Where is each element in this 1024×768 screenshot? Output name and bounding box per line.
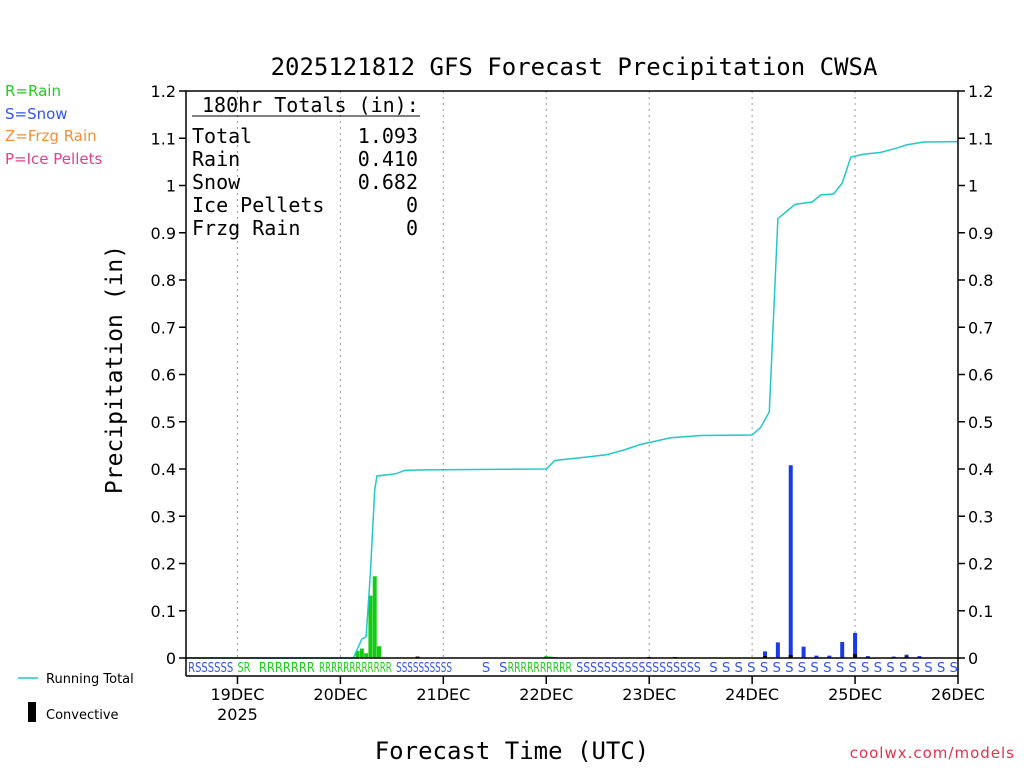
y-tick-label: 1.1 — [151, 129, 176, 148]
precip-type-code: SSSSSSSSSS — [396, 661, 452, 676]
x-tick-sublabel: 2025 — [217, 705, 258, 724]
y-tick-label-right: 0.5 — [968, 413, 993, 432]
rain-bar — [377, 646, 381, 658]
precip-type-code: SR — [237, 661, 250, 676]
y-tick-label-right: 1 — [968, 177, 978, 196]
totals-row-value: 1.093 — [358, 124, 418, 148]
precip-type-code: RSSSSSS — [188, 661, 233, 676]
totals-row-label: Snow — [192, 170, 241, 194]
totals-heading: 180hr Totals (in): — [202, 93, 419, 117]
y-tick-label-right: 0.4 — [968, 460, 993, 479]
convective-bar — [788, 655, 793, 658]
snow-bar — [814, 655, 819, 658]
totals-row-label: Total — [192, 124, 252, 148]
legend-label: Running Total — [46, 672, 134, 687]
precip-type-legend-item: P=Ice Pellets — [5, 149, 103, 168]
precip-type-code: RRRRRRR — [259, 661, 315, 676]
y-tick-label: 0.6 — [151, 366, 176, 385]
totals-row-label: Ice Pellets — [192, 193, 324, 217]
x-tick-label: 25DEC — [828, 685, 882, 704]
y-tick-label: 0.5 — [151, 413, 176, 432]
running-total-line — [186, 140, 959, 659]
snow-bar — [801, 646, 806, 658]
x-tick-label: 26DEC — [931, 685, 985, 704]
x-tick-label: 20DEC — [313, 685, 367, 704]
y-tick-label: 1 — [166, 177, 176, 196]
precip-type-code: SSSSSSSSSSSSSSSSSS — [576, 661, 700, 676]
y-tick-label-right: 0.8 — [968, 271, 993, 290]
totals-row-value: 0 — [406, 216, 418, 240]
y-tick-label: 0.7 — [151, 318, 176, 337]
snow-bar — [904, 654, 909, 658]
precip-type-code: S — [499, 661, 507, 676]
rain-bar — [544, 656, 549, 658]
snow-bar — [853, 632, 858, 658]
y-tick-label-right: 0.2 — [968, 555, 993, 574]
y-tick-label: 1.2 — [151, 82, 176, 101]
y-tick-label: 0.4 — [151, 460, 176, 479]
y-tick-label: 0.8 — [151, 271, 176, 290]
convective-bar — [763, 656, 767, 658]
x-tick-label: 22DEC — [519, 685, 573, 704]
y-tick-label-right: 0.1 — [968, 602, 993, 621]
plot-frame — [185, 90, 959, 659]
snow-bar — [763, 651, 767, 658]
y-tick-label: 0 — [166, 649, 176, 668]
rain-bar — [355, 650, 360, 658]
totals-row-value: 0.682 — [358, 170, 418, 194]
y-tick-label: 0.9 — [151, 224, 176, 243]
snow-bar — [827, 655, 832, 658]
totals-row-label: Rain — [192, 147, 240, 171]
precip-type-code: RRRRRRRRRR — [508, 661, 572, 676]
totals-row-value: 0 — [406, 193, 418, 217]
convective-bar — [853, 654, 858, 658]
precip-type-legend-item: R=Rain — [5, 82, 61, 100]
x-tick-label: 19DEC — [210, 685, 264, 704]
precip-type-legend-item: S=Snow — [5, 104, 68, 123]
snow-bar — [917, 656, 922, 658]
y-tick-label: 0.3 — [151, 507, 176, 526]
precip-type-code: S S S S S S S S S S S S S S S S S S S S — [709, 661, 958, 676]
y-tick-label-right: 1.2 — [968, 82, 993, 101]
precip-type-legend-item: Z=Frzg Rain — [5, 127, 97, 145]
x-axis-label: Forecast Time (UTC) — [375, 737, 650, 765]
totals-row-label: Frzg Rain — [192, 216, 300, 240]
y-axis-label: Precipitation (in) — [102, 245, 128, 494]
y-tick-label: 0.1 — [151, 602, 176, 621]
credit-text: coolwx.com/models — [849, 744, 1015, 762]
rain-bar — [364, 653, 369, 658]
rain-bar — [372, 576, 377, 658]
snow-bar — [840, 641, 845, 658]
x-tick-label: 24DEC — [725, 685, 779, 704]
y-tick-label-right: 0 — [968, 649, 978, 668]
legend-label: Convective — [46, 708, 119, 723]
rain-bar — [368, 595, 373, 658]
precip-type-code: RRRRRRRRRRRR — [319, 661, 392, 676]
x-tick-label: 23DEC — [622, 685, 676, 704]
y-tick-label-right: 0.3 — [968, 507, 993, 526]
totals-row-value: 0.410 — [358, 147, 418, 171]
y-tick-label-right: 0.9 — [968, 224, 993, 243]
y-tick-label-right: 0.6 — [968, 366, 993, 385]
x-tick-label: 21DEC — [416, 685, 470, 704]
y-tick-label-right: 1.1 — [968, 129, 993, 148]
y-tick-label: 0.2 — [151, 555, 176, 574]
rain-bar — [359, 648, 364, 658]
legend-bar-marker — [28, 702, 36, 722]
chart-title: 2025121812 GFS Forecast Precipitation CW… — [271, 53, 878, 81]
snow-bar — [788, 465, 793, 658]
y-tick-label-right: 0.7 — [968, 318, 993, 337]
precip-type-code: S — [482, 661, 490, 676]
snow-bar — [775, 642, 780, 658]
